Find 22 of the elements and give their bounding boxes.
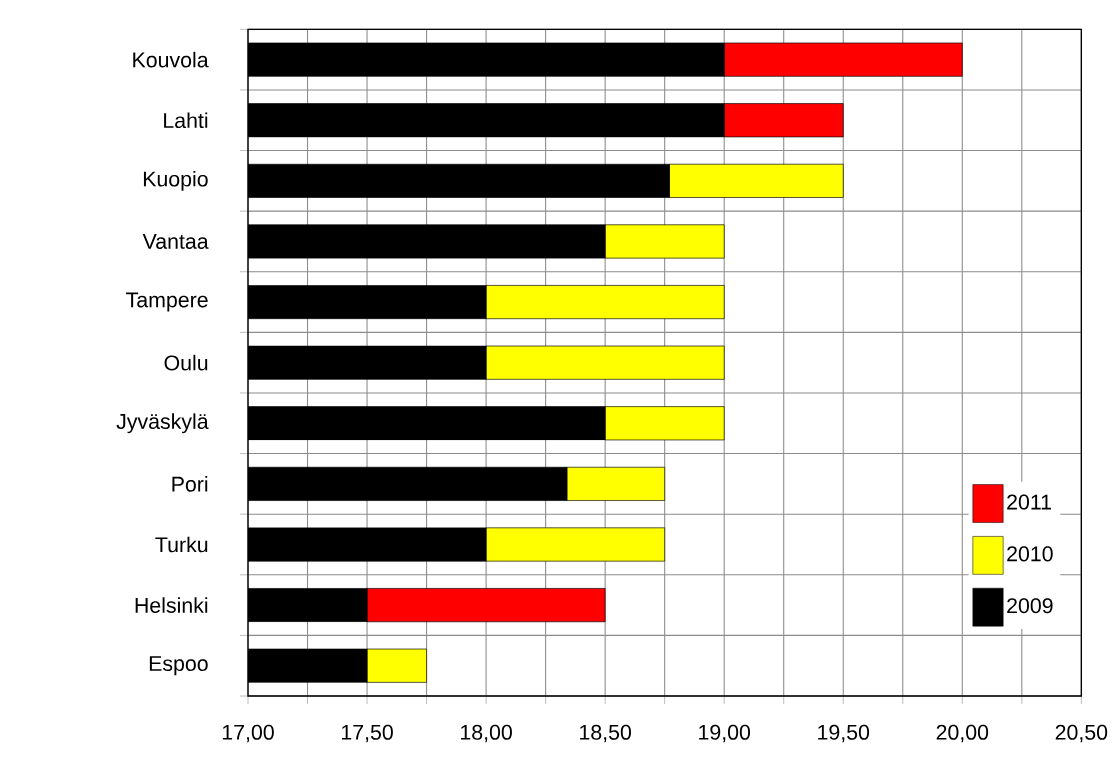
y-tick-label: Turku bbox=[155, 536, 208, 553]
legend-label: 2009 bbox=[1007, 598, 1053, 614]
legend-label: 2010 bbox=[1007, 546, 1053, 562]
legend-label: 2011 bbox=[1007, 494, 1051, 510]
y-tick-label: Kuopio bbox=[143, 170, 208, 191]
x-tick-label: 17,00 bbox=[222, 724, 274, 743]
y-tick-label: Lahti bbox=[164, 112, 208, 129]
y-tick-label: Espoo bbox=[149, 656, 208, 676]
y-tick-label: Tampere bbox=[126, 292, 208, 312]
y-tick-label: Kouvola bbox=[133, 51, 209, 68]
x-tick-label: 17,50 bbox=[341, 724, 393, 743]
x-tick-label: 20,50 bbox=[1055, 724, 1108, 743]
x-tick-label: 18,50 bbox=[580, 724, 631, 743]
y-tick-label: Helsinki bbox=[135, 597, 208, 613]
x-tick-label: 18,00 bbox=[461, 724, 512, 743]
x-tick-label: 19,00 bbox=[699, 724, 751, 743]
x-tick-label: 19,50 bbox=[818, 724, 870, 743]
x-tick-label: 20,00 bbox=[936, 724, 989, 743]
y-tick-label: Oulu bbox=[164, 354, 208, 371]
y-tick-label: Vantaa bbox=[142, 234, 209, 249]
y-tick-label: Jyväskylä bbox=[116, 413, 209, 434]
y-tick-label: Pori bbox=[172, 476, 208, 492]
